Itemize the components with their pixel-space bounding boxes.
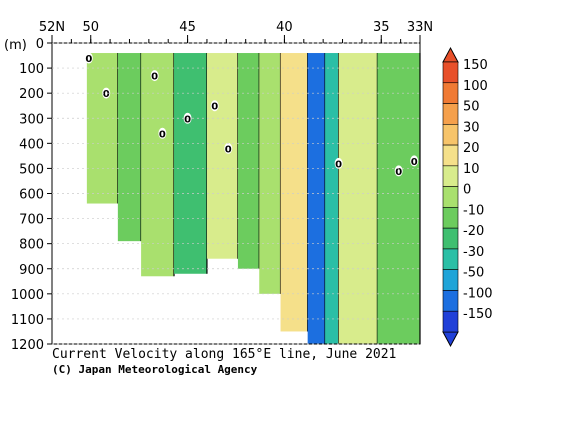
y-tick-label-7: 700 — [19, 213, 44, 228]
colorbar-swatch-8 — [442, 227, 459, 250]
colorbar-bottom-arrow — [442, 331, 459, 348]
contour-label-bg-0 — [84, 52, 93, 64]
y-tick-label-9: 900 — [19, 263, 44, 278]
velocity-section-1 — [117, 53, 142, 242]
contour-label-7: 0 — [335, 159, 342, 170]
x-tick-label-2: 45 — [179, 20, 196, 35]
x-tick-label-5: 33N — [407, 20, 433, 35]
colorbar-label-7: -10 — [463, 203, 484, 218]
contour-label-2: 0 — [151, 72, 158, 83]
colorbar-label-3: 30 — [463, 120, 480, 135]
y-tick-label-1: 100 — [19, 62, 44, 77]
contour-label-bg-9 — [410, 155, 419, 167]
colorbar-label-12: -150 — [463, 307, 493, 322]
colorbar-swatch-6 — [442, 186, 459, 208]
contour-label-bg-7 — [334, 157, 343, 169]
x-tick-label-4: 35 — [373, 20, 390, 35]
y-tick-label-8: 800 — [19, 238, 44, 253]
colorbar-label-10: -50 — [463, 266, 484, 281]
contour-label-8: 0 — [395, 167, 402, 178]
axes: 0100200300400500600700800900100011001200… — [11, 20, 433, 353]
contour-label-0: 0 — [85, 54, 92, 65]
colorbar-label-11: -100 — [463, 286, 493, 301]
contour-label-bg-2 — [150, 70, 159, 82]
velocity-section-10 — [338, 53, 378, 345]
contour-label-5: 0 — [211, 102, 218, 113]
y-tick-label-11: 1100 — [11, 313, 44, 328]
colorbar-swatch-3 — [442, 124, 459, 146]
x-tick-label-0: 52N — [39, 20, 65, 35]
y-tick-label-0: 0 — [36, 37, 44, 52]
colorbar-swatch-2 — [442, 103, 459, 125]
contour-label-4: 0 — [184, 114, 191, 125]
chart-title: Current Velocity along 165°E line, June … — [52, 347, 396, 362]
contour-label-bg-3 — [158, 127, 167, 139]
colorbar-label-2: 50 — [463, 100, 480, 115]
velocity-section-4 — [206, 53, 238, 259]
velocity-section-5 — [237, 53, 260, 269]
colorbar-label-8: -20 — [463, 224, 484, 239]
colorbar-label-5: 10 — [463, 162, 480, 177]
colorbar-swatch-4 — [442, 144, 459, 167]
velocity-section-7 — [280, 53, 308, 332]
y-axis-unit: (m) — [4, 38, 27, 53]
colorbar-label-0: 150 — [463, 58, 488, 73]
colorbar-label-4: 20 — [463, 141, 480, 156]
contour-label-bg-1 — [102, 87, 111, 99]
colorbar-swatch-9 — [442, 248, 459, 270]
velocity-section-2 — [141, 53, 175, 277]
contour-label-3: 0 — [159, 129, 166, 140]
y-tick-label-2: 200 — [19, 87, 44, 102]
x-tick-label-1: 50 — [82, 20, 99, 35]
contour-label-bg-6 — [224, 142, 233, 154]
velocity-section-9 — [325, 53, 339, 345]
colorbar-swatch-1 — [442, 82, 459, 104]
y-tick-label-12: 1200 — [11, 338, 44, 353]
colorbar-label-9: -30 — [463, 245, 484, 260]
velocity-section-3 — [174, 53, 207, 274]
colorbar-label-1: 100 — [463, 79, 488, 94]
contour-label-bg-8 — [394, 165, 403, 177]
colorbar-swatch-5 — [442, 165, 459, 187]
colorbar-swatch-12 — [442, 310, 459, 333]
colorbar-swatch-10 — [442, 269, 459, 291]
y-tick-label-4: 400 — [19, 137, 44, 152]
contour-label-6: 0 — [225, 144, 232, 155]
y-tick-label-3: 300 — [19, 112, 44, 127]
colorbar-swatch-11 — [442, 290, 459, 312]
y-tick-label-5: 500 — [19, 162, 44, 177]
velocity-section-8 — [307, 53, 326, 345]
colorbar-top-arrow — [442, 46, 459, 63]
velocity-section-6 — [259, 53, 281, 294]
y-tick-label-6: 600 — [19, 188, 44, 203]
colorbar-swatch-0 — [442, 61, 459, 84]
velocity-section-11 — [377, 53, 420, 345]
y-tick-label-10: 1000 — [11, 288, 44, 303]
credit-line: (C) Japan Meteorological Agency — [52, 363, 258, 376]
contour-label-bg-5 — [210, 100, 219, 112]
contour-label-1: 0 — [103, 89, 110, 100]
x-tick-label-3: 40 — [276, 20, 293, 35]
velocity-section-0 — [86, 53, 118, 204]
contour-label-9: 0 — [411, 157, 418, 168]
colorbar-swatch-7 — [442, 207, 459, 229]
colorbar-label-6: 0 — [463, 183, 471, 198]
